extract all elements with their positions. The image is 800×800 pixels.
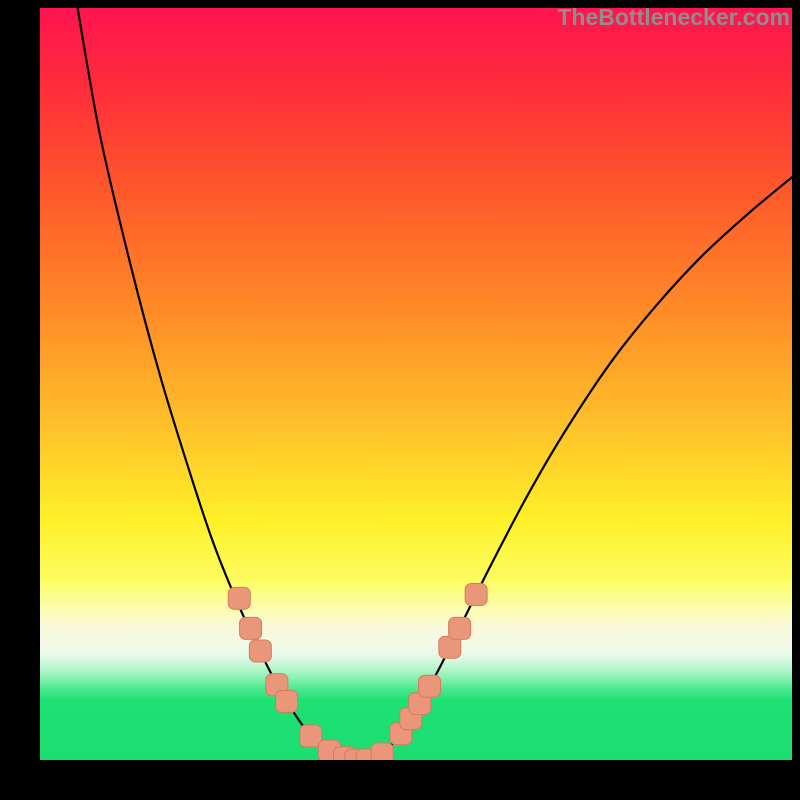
data-marker [449,617,471,639]
gradient-background [40,8,792,760]
data-marker [300,725,322,747]
data-marker [419,675,441,697]
data-marker [249,640,271,662]
data-marker [228,587,250,609]
data-marker [371,743,393,760]
watermark-text: TheBottlenecker.com [557,4,790,31]
plot-svg [40,8,792,760]
data-marker [276,690,298,712]
plot-area [40,8,792,760]
data-marker [465,584,487,606]
data-marker [240,617,262,639]
